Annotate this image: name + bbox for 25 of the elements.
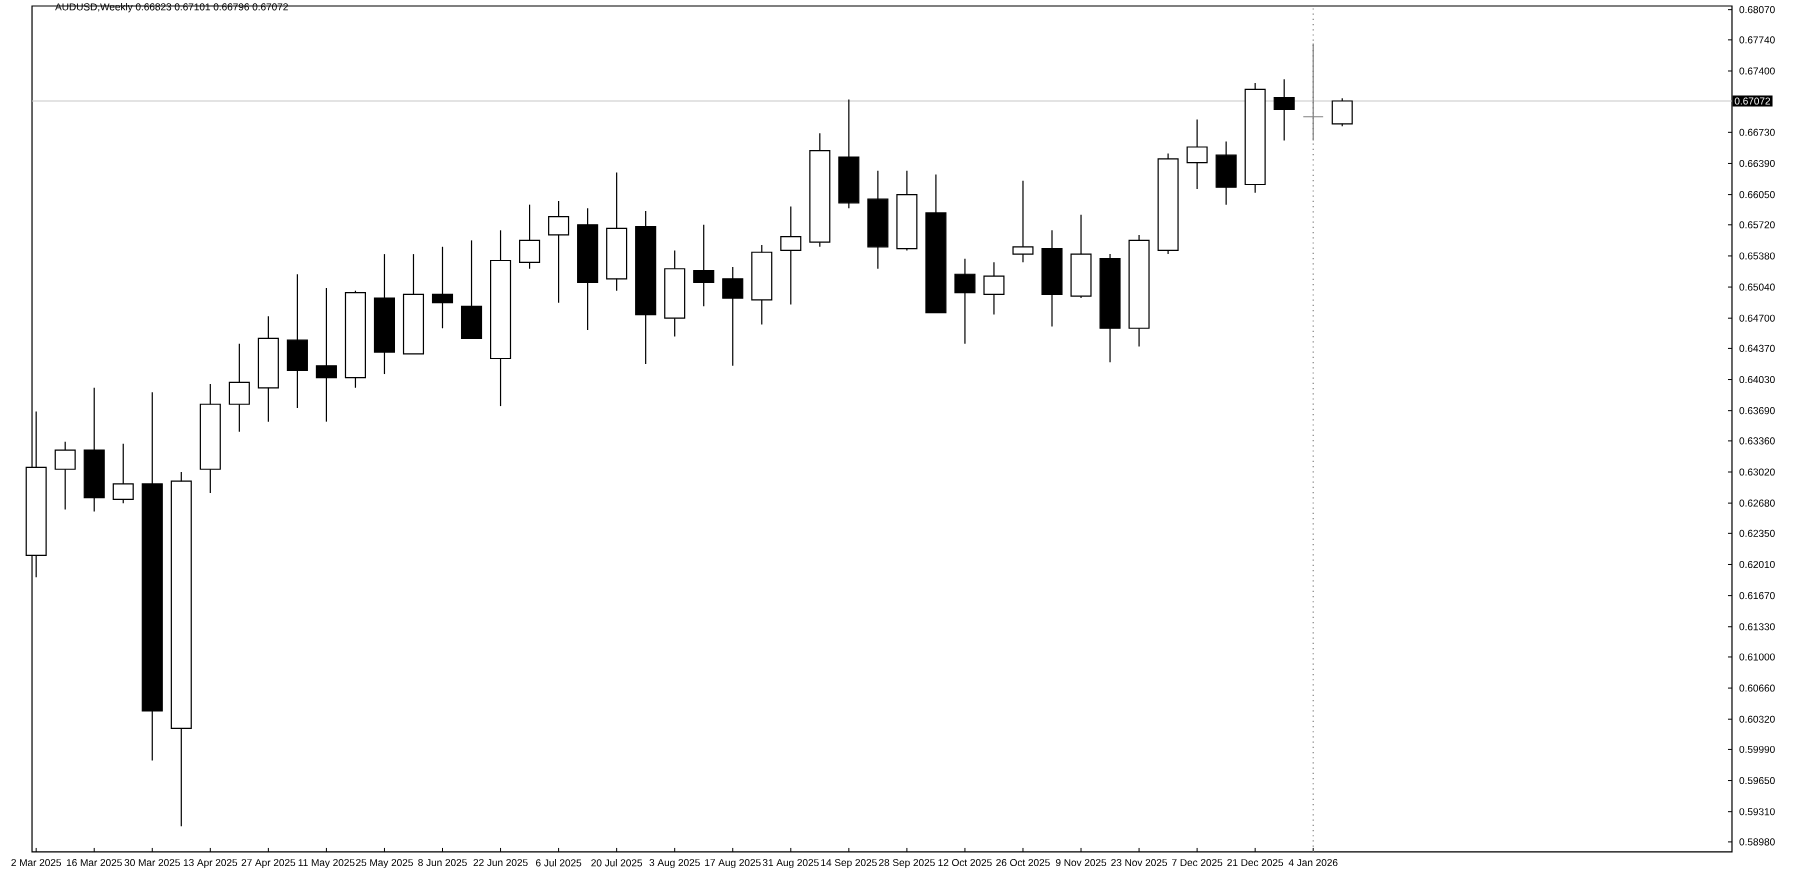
candlestick — [838, 98, 860, 209]
candlestick — [867, 170, 889, 270]
candlestick — [751, 244, 773, 326]
candlestick — [1215, 140, 1237, 206]
candlestick — [1012, 180, 1034, 263]
candlestick — [228, 343, 250, 433]
candlestick — [286, 273, 308, 409]
candlestick — [460, 239, 483, 339]
candlestick — [1273, 78, 1295, 142]
candlestick — [693, 224, 715, 307]
candlestick — [431, 246, 454, 329]
candlestick — [983, 261, 1005, 316]
candlestick — [1041, 229, 1063, 328]
candlestick — [780, 205, 802, 306]
candlestick — [54, 441, 76, 511]
candlestick — [1070, 214, 1092, 299]
candlestick — [112, 443, 134, 504]
candlestick — [954, 258, 976, 345]
candlestick — [1331, 97, 1353, 127]
candlestick — [315, 287, 337, 423]
candlestick — [548, 200, 570, 304]
candlestick — [722, 266, 744, 367]
candlestick — [519, 204, 541, 270]
candlestick — [83, 387, 105, 512]
candlestick — [1186, 118, 1208, 190]
